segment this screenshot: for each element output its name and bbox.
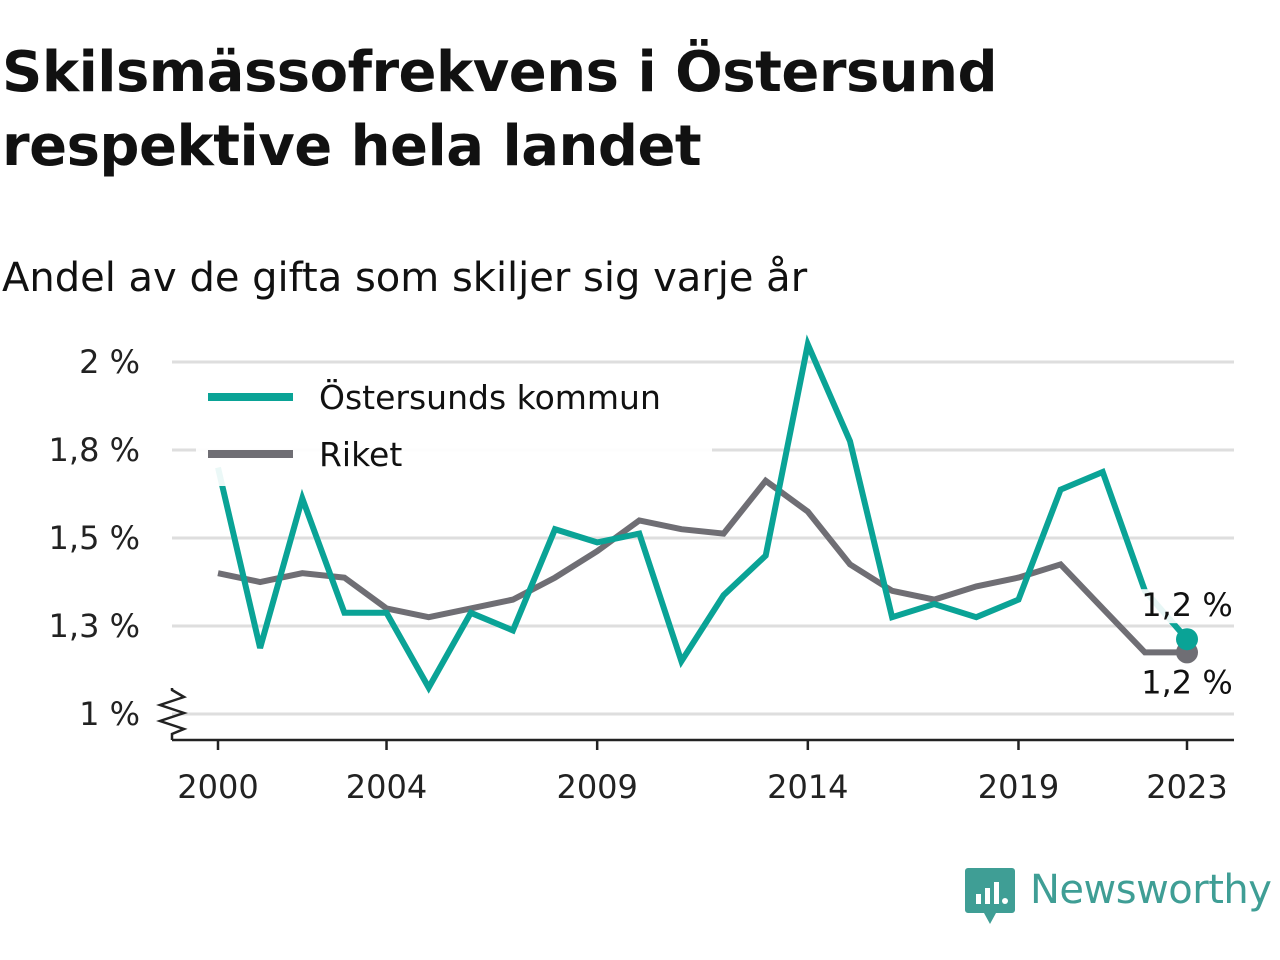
series-layer — [215, 334, 1198, 694]
end-value-label: 1,2 % — [1141, 663, 1232, 701]
y-tick-label: 1,5 % — [49, 519, 140, 557]
y-tick-labels: 1 % 1,3 % 1,5 % 1,8 % 2 % — [49, 343, 140, 733]
chart-title-line-1: Skilsmässofrekvens i Östersund — [2, 40, 998, 105]
x-tick-label: 2019 — [978, 768, 1059, 806]
y-tick-label: 1,3 % — [49, 607, 140, 645]
x-tick-label: 2000 — [177, 768, 258, 806]
line-chart: 1 %1,3 %1,5 %1,8 %2 % 2000 2004 2009 2014 20… — [49, 334, 1235, 806]
y-tick-label: 1,8 % — [49, 431, 140, 469]
chart-title-line-2: respektive hela landet — [2, 114, 702, 179]
end-point-ostersund — [1176, 628, 1198, 651]
newsworthy-logo-icon — [965, 868, 1015, 924]
legend: Östersunds kommun Riket — [196, 364, 712, 486]
y-axis-break-icon — [156, 688, 188, 740]
brand-name: Newsworthy — [1030, 867, 1272, 913]
x-axis: 2000 2004 2009 2014 2019 2023 — [156, 688, 1234, 806]
y-tick-label: 1 % — [79, 695, 140, 733]
legend-background — [196, 364, 712, 486]
y-tick-label: 2 % — [79, 343, 140, 381]
legend-label: Östersunds kommun — [319, 377, 661, 417]
end-value-label: 1,2 % — [1141, 586, 1232, 624]
end-label-background — [1139, 666, 1235, 701]
x-tick-label: 2014 — [767, 768, 848, 806]
x-tick-label: 2023 — [1146, 768, 1227, 806]
end-label-background — [1139, 589, 1235, 624]
x-tick-label: 2009 — [556, 768, 637, 806]
series-line-ostersund — [215, 334, 1190, 694]
chart-subtitle: Andel av de gifta som skiljer sig varje … — [2, 255, 808, 301]
x-tick-label: 2004 — [346, 768, 427, 806]
end-labels: 1,2 % 1,2 % — [1139, 586, 1235, 701]
legend-label: Riket — [319, 435, 402, 474]
chart-title: Skilsmässofrekvens i Östersund respektiv… — [2, 36, 1242, 184]
brand-logo: Newsworthy — [964, 862, 1280, 928]
